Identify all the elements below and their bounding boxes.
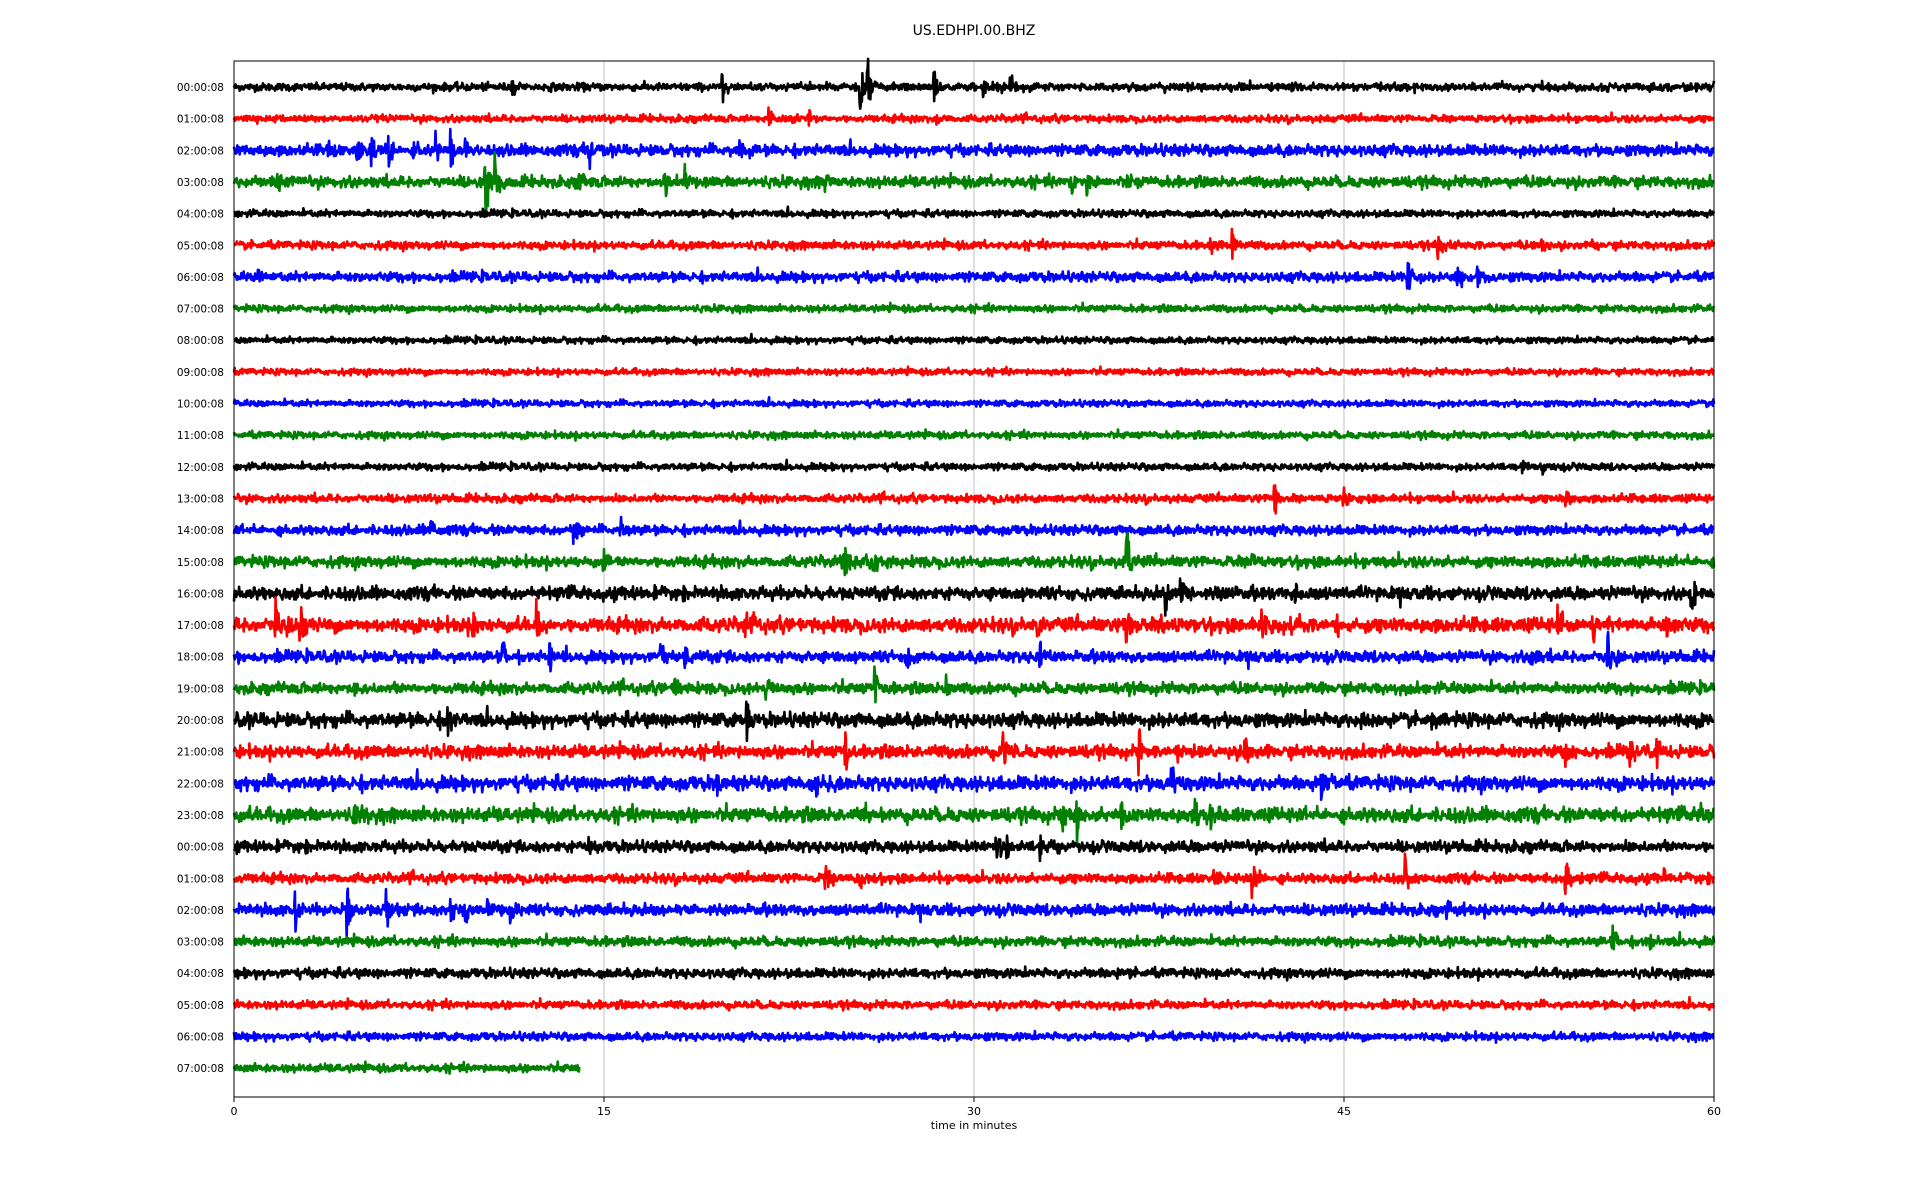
row-label: 06:00:08: [177, 272, 224, 284]
row-label: 18:00:08: [177, 652, 224, 664]
trace-row-13: [232, 484, 1716, 515]
row-label: 00:00:08: [177, 842, 224, 854]
trace-row-3: [232, 151, 1715, 215]
row-label: 03:00:08: [177, 177, 224, 189]
row-label: 04:00:08: [177, 968, 224, 980]
trace-row-8: [233, 332, 1716, 346]
row-label: 17:00:08: [177, 620, 224, 632]
trace-row-10: [232, 396, 1716, 410]
x-tick-label: 60: [1707, 1105, 1721, 1118]
trace-row-0: [232, 57, 1716, 110]
chart-title: US.EDHPI.00.BHZ: [913, 23, 1036, 39]
x-tick-label: 0: [231, 1105, 238, 1118]
trace-row-18: [232, 630, 1716, 673]
x-axis-label: time in minutes: [931, 1119, 1018, 1132]
trace-row-21: [232, 728, 1716, 777]
trace-row-5: [233, 227, 1716, 261]
trace-row-22: [233, 766, 1716, 801]
trace-row-29: [232, 995, 1716, 1012]
vertical-gridlines: [603, 61, 1345, 1097]
trace-row-27: [233, 924, 1716, 951]
trace-row-31: [232, 1060, 581, 1075]
x-tick-label: 15: [597, 1105, 611, 1118]
trace-row-23: [232, 797, 1715, 845]
trace-row-1: [232, 106, 1715, 127]
row-label: 15:00:08: [177, 557, 224, 569]
row-label: 22:00:08: [177, 778, 224, 790]
row-label: 16:00:08: [177, 588, 224, 600]
row-label: 05:00:08: [177, 240, 224, 252]
trace-row-7: [232, 301, 1716, 316]
trace-row-19: [232, 665, 1716, 704]
trace-row-11: [232, 428, 1715, 442]
trace-row-20: [232, 700, 1715, 743]
trace-row-30: [232, 1029, 1715, 1044]
row-label: 06:00:08: [177, 1032, 224, 1044]
row-label: 05:00:08: [177, 1000, 224, 1012]
seismic-traces: [232, 57, 1716, 1075]
row-label: 04:00:08: [177, 209, 224, 221]
row-label: 02:00:08: [177, 905, 224, 917]
row-label: 21:00:08: [177, 747, 224, 759]
row-label: 07:00:08: [177, 304, 224, 316]
trace-row-4: [233, 205, 1716, 220]
row-label: 23:00:08: [177, 810, 224, 822]
trace-row-24: [232, 834, 1715, 863]
x-axis-ticks: 0 15 30 45 60: [231, 1097, 1721, 1118]
plot-frame: [233, 60, 1715, 1098]
hour-row-labels: 00:00:08 01:00:08 02:00:08 03:00:08 04:00:08…: [177, 82, 224, 1075]
x-tick-label: 30: [967, 1105, 981, 1118]
trace-row-26: [232, 887, 1716, 941]
row-label: 10:00:08: [177, 399, 224, 411]
row-label: 00:00:08: [177, 82, 224, 94]
trace-row-6: [232, 261, 1716, 291]
row-label: 09:00:08: [177, 367, 224, 379]
trace-row-17: [232, 596, 1716, 644]
row-label: 07:00:08: [177, 1063, 224, 1075]
trace-row-28: [232, 965, 1716, 982]
trace-row-16: [232, 577, 1716, 617]
row-label: 11:00:08: [177, 430, 224, 442]
trace-row-25: [232, 852, 1716, 900]
row-label: 01:00:08: [177, 873, 224, 885]
trace-row-9: [232, 365, 1715, 379]
row-label: 01:00:08: [177, 114, 224, 126]
row-label: 13:00:08: [177, 493, 224, 505]
row-label: 20:00:08: [177, 715, 224, 727]
row-label: 08:00:08: [177, 335, 224, 347]
row-label: 14:00:08: [177, 525, 224, 537]
row-label: 02:00:08: [177, 145, 224, 157]
trace-row-14: [232, 515, 1715, 546]
row-label: 19:00:08: [177, 683, 224, 695]
trace-row-2: [232, 127, 1715, 171]
trace-row-15: [233, 532, 1716, 577]
row-label: 12:00:08: [177, 462, 224, 474]
trace-row-12: [232, 458, 1716, 476]
row-label: 03:00:08: [177, 937, 224, 949]
x-tick-label: 45: [1337, 1105, 1351, 1118]
